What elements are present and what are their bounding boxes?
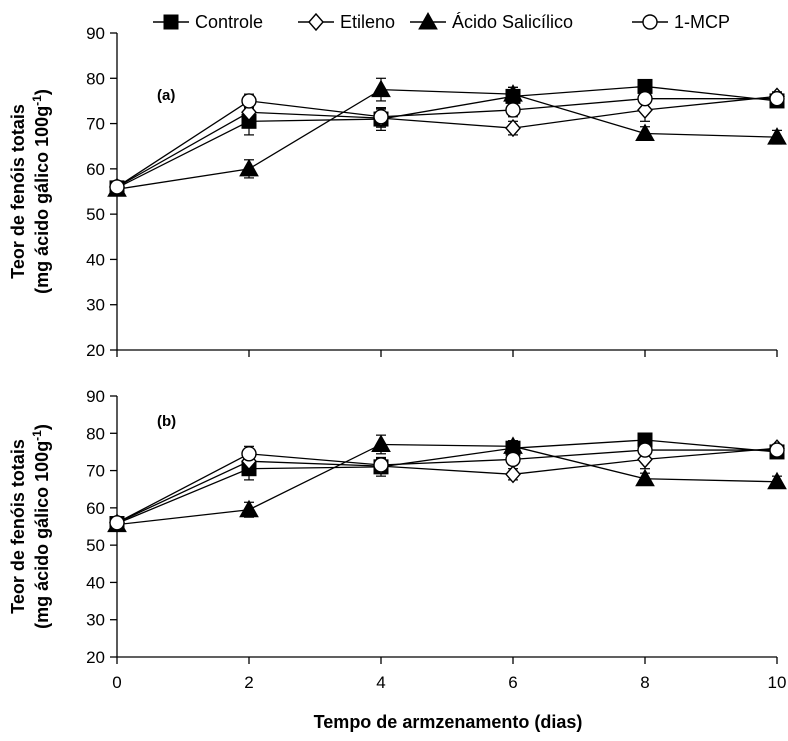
data-point-1-mcp [637, 442, 653, 458]
data-point-etileno [637, 100, 653, 120]
markers-1-mcp [109, 90, 785, 195]
panel-label: (a) [157, 87, 175, 104]
data-point-acido-salicilico [635, 468, 655, 487]
y-tick-label: 90 [86, 387, 105, 406]
y-tick-label: 90 [86, 24, 105, 43]
markers-controle [109, 432, 785, 532]
legend-item-acido-salicilico: Ácido Salicílico [410, 11, 573, 32]
series-line-1-mcp [116, 449, 777, 524]
panel-label: (b) [157, 413, 176, 430]
x-axis-title: Tempo de armzenamento (dias) [314, 712, 583, 732]
legend-label: Controle [195, 12, 263, 32]
data-point-1-mcp [109, 179, 125, 195]
panel-b: 20 30 40 50 60 70 80 90 0 2 4 6 8 10 (b) Teor de fenóis… [8, 387, 787, 692]
legend-label: 1-MCP [674, 12, 730, 32]
data-point-1-mcp [109, 515, 125, 531]
legend-item-1-mcp: 1-MCP [632, 12, 730, 32]
legend-marker-square [163, 14, 179, 30]
data-point-1-mcp [373, 109, 389, 125]
legend-label: Ácido Salicílico [452, 12, 573, 32]
y-tick-label: 20 [86, 341, 105, 360]
legend: Controle Etileno Ácido Salicílico 1-MCP [153, 11, 730, 32]
y-tick-label: 40 [86, 250, 105, 269]
data-point-acido-salicilico [635, 123, 655, 142]
y-tick-label: 80 [86, 69, 105, 88]
series-etileno [112, 91, 782, 193]
y-tick-label: 70 [86, 462, 105, 481]
y-axis-title-line1: Teor de fenóis totais [8, 439, 28, 614]
y-axis-title-line2: (mg ácido gálico 100g-1) [30, 424, 52, 629]
data-point-1-mcp [505, 102, 521, 118]
x-tick-label: 6 [508, 673, 517, 692]
y-tick-label: 60 [86, 160, 105, 179]
data-point-acido-salicilico [767, 127, 787, 145]
y-tick-label: 30 [86, 611, 105, 630]
markers-etileno [109, 87, 785, 197]
x-tick-label: 0 [112, 673, 121, 692]
data-point-1-mcp [769, 442, 785, 458]
data-point-1-mcp [769, 90, 785, 107]
markers-1-mcp [109, 442, 785, 531]
y-tick-label: 80 [86, 424, 105, 443]
legend-item-etileno: Etileno [298, 12, 395, 32]
data-point-acido-salicilico [371, 434, 391, 452]
legend-label: Etileno [340, 12, 395, 32]
x-tick-label: 4 [376, 673, 385, 692]
data-point-1-mcp [241, 446, 257, 462]
y-tick-label: 40 [86, 573, 105, 592]
data-point-1-mcp [505, 451, 521, 468]
legend-marker-circle [642, 14, 658, 30]
data-point-etileno [505, 119, 521, 138]
y-tick-label: 60 [86, 499, 105, 518]
series-line-etileno [116, 447, 778, 524]
legend-marker-triangle [418, 11, 438, 30]
data-point-etileno [241, 103, 257, 122]
data-point-1-mcp [241, 93, 257, 109]
data-point-acido-salicilico [767, 471, 787, 490]
y-tick-label: 70 [86, 115, 105, 134]
y-axis-title-line1: Teor de fenóis totais [8, 104, 28, 279]
data-point-acido-salicilico [239, 158, 259, 177]
data-point-acido-salicilico [239, 499, 259, 518]
y-tick-label: 20 [86, 648, 105, 667]
markers-etileno [109, 439, 785, 532]
y-tick-label: 50 [86, 536, 105, 555]
series-line-controle [116, 439, 778, 525]
data-point-acido-salicilico [503, 84, 523, 102]
series-line-acido-salicilico [116, 443, 778, 526]
series-line-1-mcp [116, 98, 777, 188]
x-tick-label: 2 [244, 673, 253, 692]
x-tick-label: 10 [768, 673, 787, 692]
x-tick-label: 8 [640, 673, 649, 692]
data-point-etileno [505, 465, 521, 484]
markers-acido-salicilico [107, 79, 787, 197]
markers-controle [109, 78, 785, 196]
series-1-mcp [112, 89, 782, 193]
data-point-1-mcp [373, 457, 389, 473]
series-acido-salicilico [112, 77, 782, 195]
y-axis-title-line2: (mg ácido gálico 100g-1) [30, 89, 52, 294]
legend-item-controle: Controle [153, 12, 263, 32]
y-tick-label: 50 [86, 205, 105, 224]
data-point-1-mcp [637, 90, 653, 107]
series-acido-salicilico [112, 434, 782, 529]
series-line-controle [116, 85, 778, 189]
series-line-etileno [116, 95, 778, 188]
y-tick-label: 30 [86, 296, 105, 315]
legend-marker-diamond [308, 12, 324, 32]
data-point-acido-salicilico [371, 79, 391, 98]
series-line-acido-salicilico [116, 88, 778, 190]
panel-a: 20 30 40 50 60 70 80 90 (a) Teor de fenóis totais… [8, 24, 787, 360]
